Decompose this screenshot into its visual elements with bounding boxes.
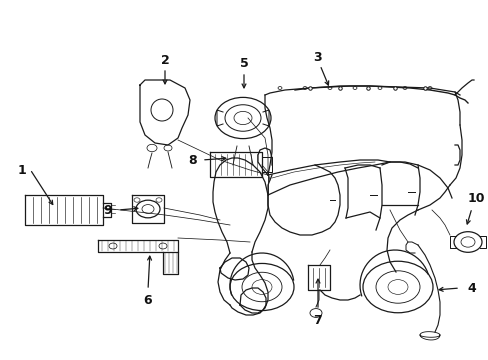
Text: 7: 7 bbox=[313, 314, 322, 327]
Text: 1: 1 bbox=[18, 163, 26, 176]
Text: 8: 8 bbox=[188, 153, 197, 166]
Text: 3: 3 bbox=[313, 50, 322, 63]
Text: 2: 2 bbox=[160, 54, 169, 67]
Text: 9: 9 bbox=[103, 203, 112, 216]
Text: 10: 10 bbox=[467, 192, 484, 204]
Text: 4: 4 bbox=[467, 282, 475, 294]
Text: 5: 5 bbox=[239, 57, 248, 69]
Text: 6: 6 bbox=[143, 293, 152, 306]
